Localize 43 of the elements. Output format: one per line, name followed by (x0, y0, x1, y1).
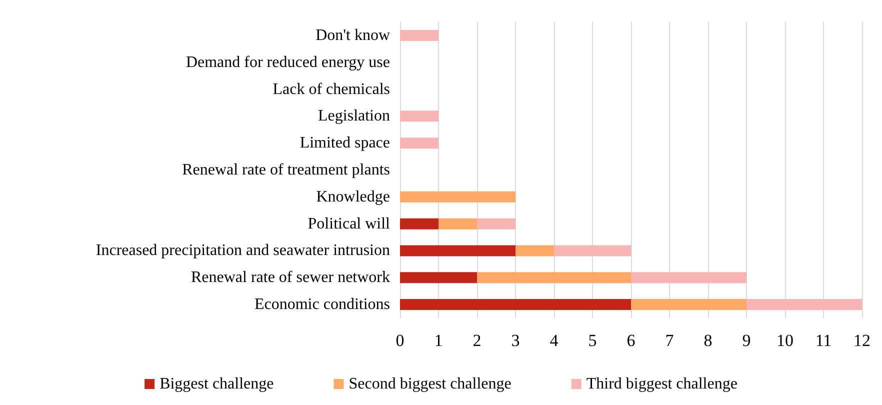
legend-label: Third biggest challenge (586, 376, 738, 392)
bar (400, 110, 438, 122)
x-tick-label: 7 (665, 331, 674, 350)
y-tick-label: Limited space (300, 134, 390, 152)
y-tick-label: Legislation (318, 108, 390, 125)
y-tick-label: Renewal rate of sewer network (190, 269, 390, 286)
bar (400, 138, 438, 149)
bar (400, 245, 516, 256)
x-tick-label: 11 (815, 331, 832, 350)
y-tick-label: Knowledge (316, 188, 390, 206)
x-tick-label: 0 (396, 331, 404, 350)
x-tick-label: 12 (854, 331, 870, 350)
bar (438, 218, 477, 230)
x-tick-label: 5 (588, 331, 597, 350)
y-tick-label: Renewal rate of treatment plants (182, 162, 390, 178)
x-tick-label: 9 (742, 331, 751, 350)
bar (400, 30, 438, 41)
legend-label: Biggest challenge (160, 376, 274, 392)
bar (400, 218, 438, 230)
x-tick-label: 6 (626, 331, 636, 350)
y-tick-label: Don't know (316, 26, 390, 44)
bar (400, 191, 516, 202)
y-tick-label: Economic conditions (254, 296, 390, 314)
bar (477, 272, 631, 284)
bar (477, 218, 516, 230)
x-tick-label: 3 (511, 331, 520, 350)
bar (516, 245, 554, 256)
y-tick-label: Political will (308, 215, 391, 232)
x-tick-label: 8 (704, 331, 712, 350)
bar (746, 299, 862, 310)
legend-label: Second biggest challenge (348, 376, 512, 392)
bar (400, 299, 631, 310)
x-tick-label: 2 (472, 331, 482, 350)
y-tick-label: Increased precipitation and seawater intrusion (96, 242, 390, 260)
y-tick-label: Lack of chemicals (272, 80, 390, 98)
bar (631, 272, 746, 284)
x-tick-label: 10 (776, 331, 794, 350)
bar (554, 245, 631, 256)
x-tick-label: 4 (550, 331, 559, 350)
bar (631, 299, 746, 310)
x-tick-label: 1 (434, 331, 443, 350)
y-tick-label: Demand for reduced energy use (186, 54, 390, 71)
bar (400, 272, 477, 284)
